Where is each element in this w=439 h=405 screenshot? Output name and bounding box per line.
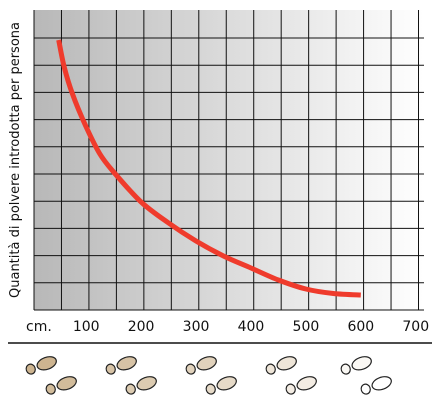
x-tick-labels: 100 200 300 400 500 600 700 <box>73 319 429 335</box>
footprint <box>185 356 217 375</box>
footprint <box>125 376 157 395</box>
x-tick-label: 400 <box>238 319 265 335</box>
footprint <box>265 356 297 375</box>
x-tick-label: 500 <box>293 319 320 335</box>
y-axis-title: Quantità di polvere introdotta per perso… <box>8 22 23 298</box>
x-tick-label: 600 <box>347 319 374 335</box>
footprint <box>105 356 137 375</box>
x-tick-label: 100 <box>73 319 100 335</box>
footprint <box>45 376 77 395</box>
x-unit-label: cm. <box>26 319 52 335</box>
footprint <box>285 376 317 395</box>
series-line <box>56 39 361 298</box>
x-tick-label: 700 <box>402 319 429 335</box>
footprint <box>25 356 57 375</box>
x-tick-label: 200 <box>128 319 155 335</box>
footprint <box>340 356 372 375</box>
plot-background <box>34 10 424 310</box>
x-tick-label: 300 <box>183 319 210 335</box>
footprint <box>205 376 237 395</box>
footprints-decoration <box>25 356 392 395</box>
footprint <box>360 376 392 395</box>
grid-lines <box>33 10 424 311</box>
